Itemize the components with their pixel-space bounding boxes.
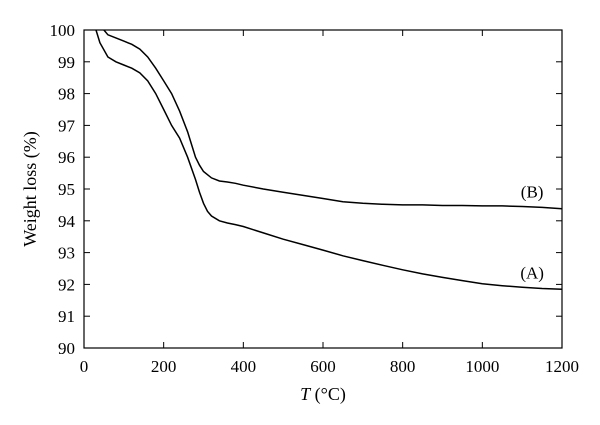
x-axis-title-var: T xyxy=(300,384,312,404)
x-axis-title-unit: (°C) xyxy=(315,384,346,405)
x-tick-label: 600 xyxy=(310,357,336,376)
series-group: (A) (B) xyxy=(95,29,563,290)
y-tick-label: 94 xyxy=(58,212,76,231)
y-tick-label: 92 xyxy=(58,275,75,294)
y-tick-label: 90 xyxy=(58,339,75,358)
series-label-a: (A) xyxy=(520,264,544,283)
y-tick-label: 93 xyxy=(58,244,75,263)
y-tick-label: 91 xyxy=(58,307,75,326)
y-axis-ticks: 90 91 92 93 94 95 96 97 98 99 100 xyxy=(50,21,562,358)
plot-frame xyxy=(83,29,563,349)
x-tick-label: 200 xyxy=(151,357,177,376)
series-label-b: (B) xyxy=(521,182,544,201)
series-line-b xyxy=(103,29,563,210)
y-tick-label: 95 xyxy=(58,180,75,199)
x-tick-label: 800 xyxy=(390,357,416,376)
y-tick-label: 97 xyxy=(58,116,76,135)
x-tick-label: 1000 xyxy=(465,357,499,376)
y-tick-label: 96 xyxy=(58,148,75,167)
x-tick-label: 0 xyxy=(80,357,89,376)
x-tick-label: 400 xyxy=(231,357,257,376)
y-tick-label: 98 xyxy=(58,85,75,104)
y-tick-label: 100 xyxy=(50,21,76,40)
y-axis-title: Weight loss (%) xyxy=(20,131,41,247)
x-axis-ticks: 0 200 400 600 800 1000 1200 xyxy=(80,30,579,376)
y-tick-label: 99 xyxy=(58,53,75,72)
series-line-a xyxy=(95,29,563,290)
x-tick-label: 1200 xyxy=(545,357,579,376)
x-axis-title: T (°C) xyxy=(300,384,346,405)
